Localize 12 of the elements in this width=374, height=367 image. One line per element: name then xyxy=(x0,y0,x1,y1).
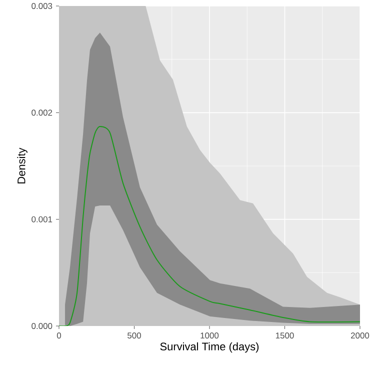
y-tick-label: 0.000 xyxy=(32,323,52,329)
line-series xyxy=(59,126,360,326)
y-tick-label: 0.002 xyxy=(32,110,52,116)
x-tick-label: 500 xyxy=(128,332,141,339)
y-tick-label: 0.003 xyxy=(32,3,52,9)
x-tick-label: 2000 xyxy=(351,332,370,339)
y-axis-title: Density xyxy=(17,148,28,184)
x-tick-label: 0 xyxy=(56,332,62,339)
x-axis-title: Survival Time (days) xyxy=(160,342,259,353)
x-tick-label: 1500 xyxy=(276,332,294,339)
x-tick-label: 1000 xyxy=(200,332,219,339)
y-tick-label: 0.001 xyxy=(32,216,52,222)
